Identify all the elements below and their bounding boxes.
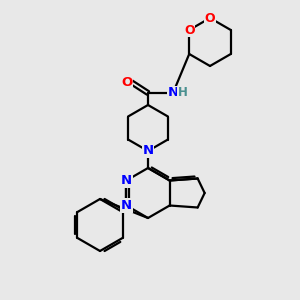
Text: H: H xyxy=(178,86,188,100)
Text: N: N xyxy=(121,199,132,212)
Text: O: O xyxy=(122,76,133,88)
Text: O: O xyxy=(205,11,215,25)
Text: N: N xyxy=(142,145,154,158)
Text: N: N xyxy=(121,174,132,187)
Text: O: O xyxy=(184,23,194,37)
Text: N: N xyxy=(167,86,178,100)
